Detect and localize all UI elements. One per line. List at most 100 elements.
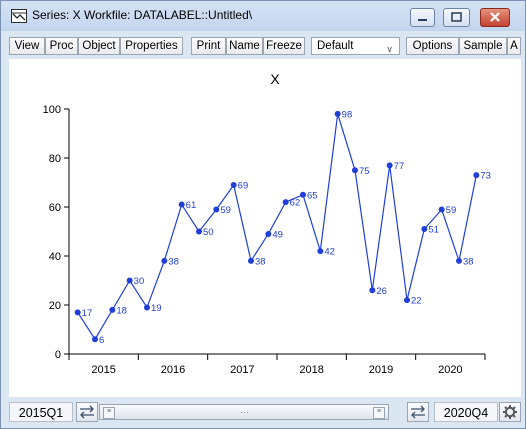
data-label: 59 [446, 205, 457, 216]
y-tick-label: 0 [55, 349, 61, 361]
slider-grip: … [240, 405, 249, 415]
range-end: 2020Q4 [434, 402, 498, 422]
x-tick-label: 2020 [438, 364, 462, 376]
data-point [213, 206, 220, 213]
data-point [196, 228, 202, 235]
window-title: Series: X Workfile: DATALABEL::Untitled\ [32, 8, 253, 22]
data-point [334, 110, 341, 117]
scroll-right-button[interactable] [407, 402, 429, 422]
x-tick-label: 2015 [91, 364, 115, 376]
data-point [265, 230, 272, 237]
data-label: 51 [428, 225, 439, 236]
data-point [421, 226, 428, 233]
chevron-down-icon: ∨ [386, 44, 393, 54]
truncated-button[interactable]: A [507, 37, 521, 55]
data-label: 69 [238, 180, 249, 191]
sample-button[interactable]: Sample [459, 37, 507, 55]
x-tick-label: 2019 [369, 364, 393, 376]
data-point [161, 257, 168, 264]
data-point [178, 201, 185, 208]
line-chart: X 0 20 40 60 80 100 2015 2016 2017 2018 2019 2020 1… [43, 71, 491, 376]
data-point [109, 306, 116, 313]
y-tick-label: 100 [43, 104, 61, 116]
slider-left-handle[interactable]: ≡ [103, 407, 115, 419]
data-label: 18 [116, 305, 127, 316]
shift-arrows-icon [411, 405, 425, 419]
data-label: 49 [272, 229, 283, 240]
data-label: 26 [376, 286, 387, 297]
data-label: 17 [82, 308, 93, 319]
data-point [352, 167, 358, 174]
y-tick-label: 60 [49, 202, 61, 214]
data-point [92, 336, 98, 343]
data-label: 77 [394, 161, 405, 172]
x-tick-label: 2018 [299, 364, 323, 376]
data-label: 59 [220, 205, 231, 216]
data-label: 62 [290, 198, 301, 209]
properties-button[interactable]: Properties [120, 37, 183, 55]
view-button[interactable]: View [9, 37, 45, 55]
print-button[interactable]: Print [191, 37, 226, 55]
data-point [300, 191, 306, 198]
data-label: 6 [99, 335, 104, 346]
data-label: 98 [342, 109, 353, 120]
series-icon [11, 9, 27, 23]
toolbar: View Proc Object Properties Print Name F… [9, 37, 521, 55]
x-tick-label: 2017 [230, 364, 254, 376]
data-label: 19 [151, 303, 162, 314]
data-label: 38 [255, 256, 266, 267]
chart-title: X [270, 71, 280, 87]
data-label: 73 [480, 171, 491, 182]
object-button[interactable]: Object [78, 37, 120, 55]
data-label: 65 [307, 190, 318, 201]
proc-button[interactable]: Proc [45, 37, 78, 55]
options-button[interactable]: Options [406, 37, 459, 55]
sample-range-bar: 2015Q1 ≡ … ≡ 2020Q4 [9, 401, 521, 423]
data-label: 75 [359, 166, 370, 177]
view-selector[interactable]: Default ∨ [311, 37, 400, 55]
data-label: 22 [411, 296, 422, 307]
gear-icon [503, 405, 517, 419]
data-label: 42 [324, 247, 335, 258]
slider-right-handle[interactable]: ≡ [373, 407, 385, 419]
series-line [77, 113, 477, 341]
data-point [230, 181, 237, 188]
data-point [473, 172, 480, 179]
title-bar[interactable]: Series: X Workfile: DATALABEL::Untitled\ [1, 1, 525, 31]
data-point [126, 277, 133, 284]
data-point [144, 304, 150, 311]
maximize-icon [451, 12, 462, 22]
maximize-button[interactable] [443, 8, 470, 27]
data-label: 30 [134, 276, 145, 287]
data-label: 38 [168, 256, 179, 267]
data-point [317, 248, 324, 255]
graph-area[interactable]: X 0 20 40 60 80 100 2015 2016 2017 2018 2019 2020 1… [9, 59, 521, 397]
data-point [438, 206, 445, 213]
data-label: 61 [186, 200, 197, 211]
name-button[interactable]: Name [226, 37, 263, 55]
data-point [404, 297, 410, 304]
minimize-button[interactable] [410, 8, 435, 27]
data-point [282, 199, 289, 206]
data-label: 38 [463, 256, 474, 267]
data-point [456, 257, 462, 264]
data-point [369, 287, 376, 294]
x-tick-label: 2016 [161, 364, 185, 376]
view-selector-value: Default [317, 40, 354, 52]
scroll-left-button[interactable] [76, 402, 98, 422]
freeze-button[interactable]: Freeze [263, 37, 305, 55]
range-slider[interactable]: ≡ … ≡ [99, 404, 389, 420]
data-point [386, 162, 393, 169]
y-tick-label: 20 [49, 300, 61, 312]
shift-arrows-icon [80, 405, 94, 419]
close-button[interactable] [480, 8, 510, 27]
y-tick-label: 40 [49, 251, 61, 263]
data-label: 50 [203, 227, 214, 238]
range-start: 2015Q1 [9, 402, 73, 422]
minimize-icon [418, 19, 427, 21]
y-tick-label: 80 [49, 153, 61, 165]
data-point [74, 309, 81, 316]
settings-button[interactable] [499, 402, 521, 422]
data-point [248, 257, 254, 264]
